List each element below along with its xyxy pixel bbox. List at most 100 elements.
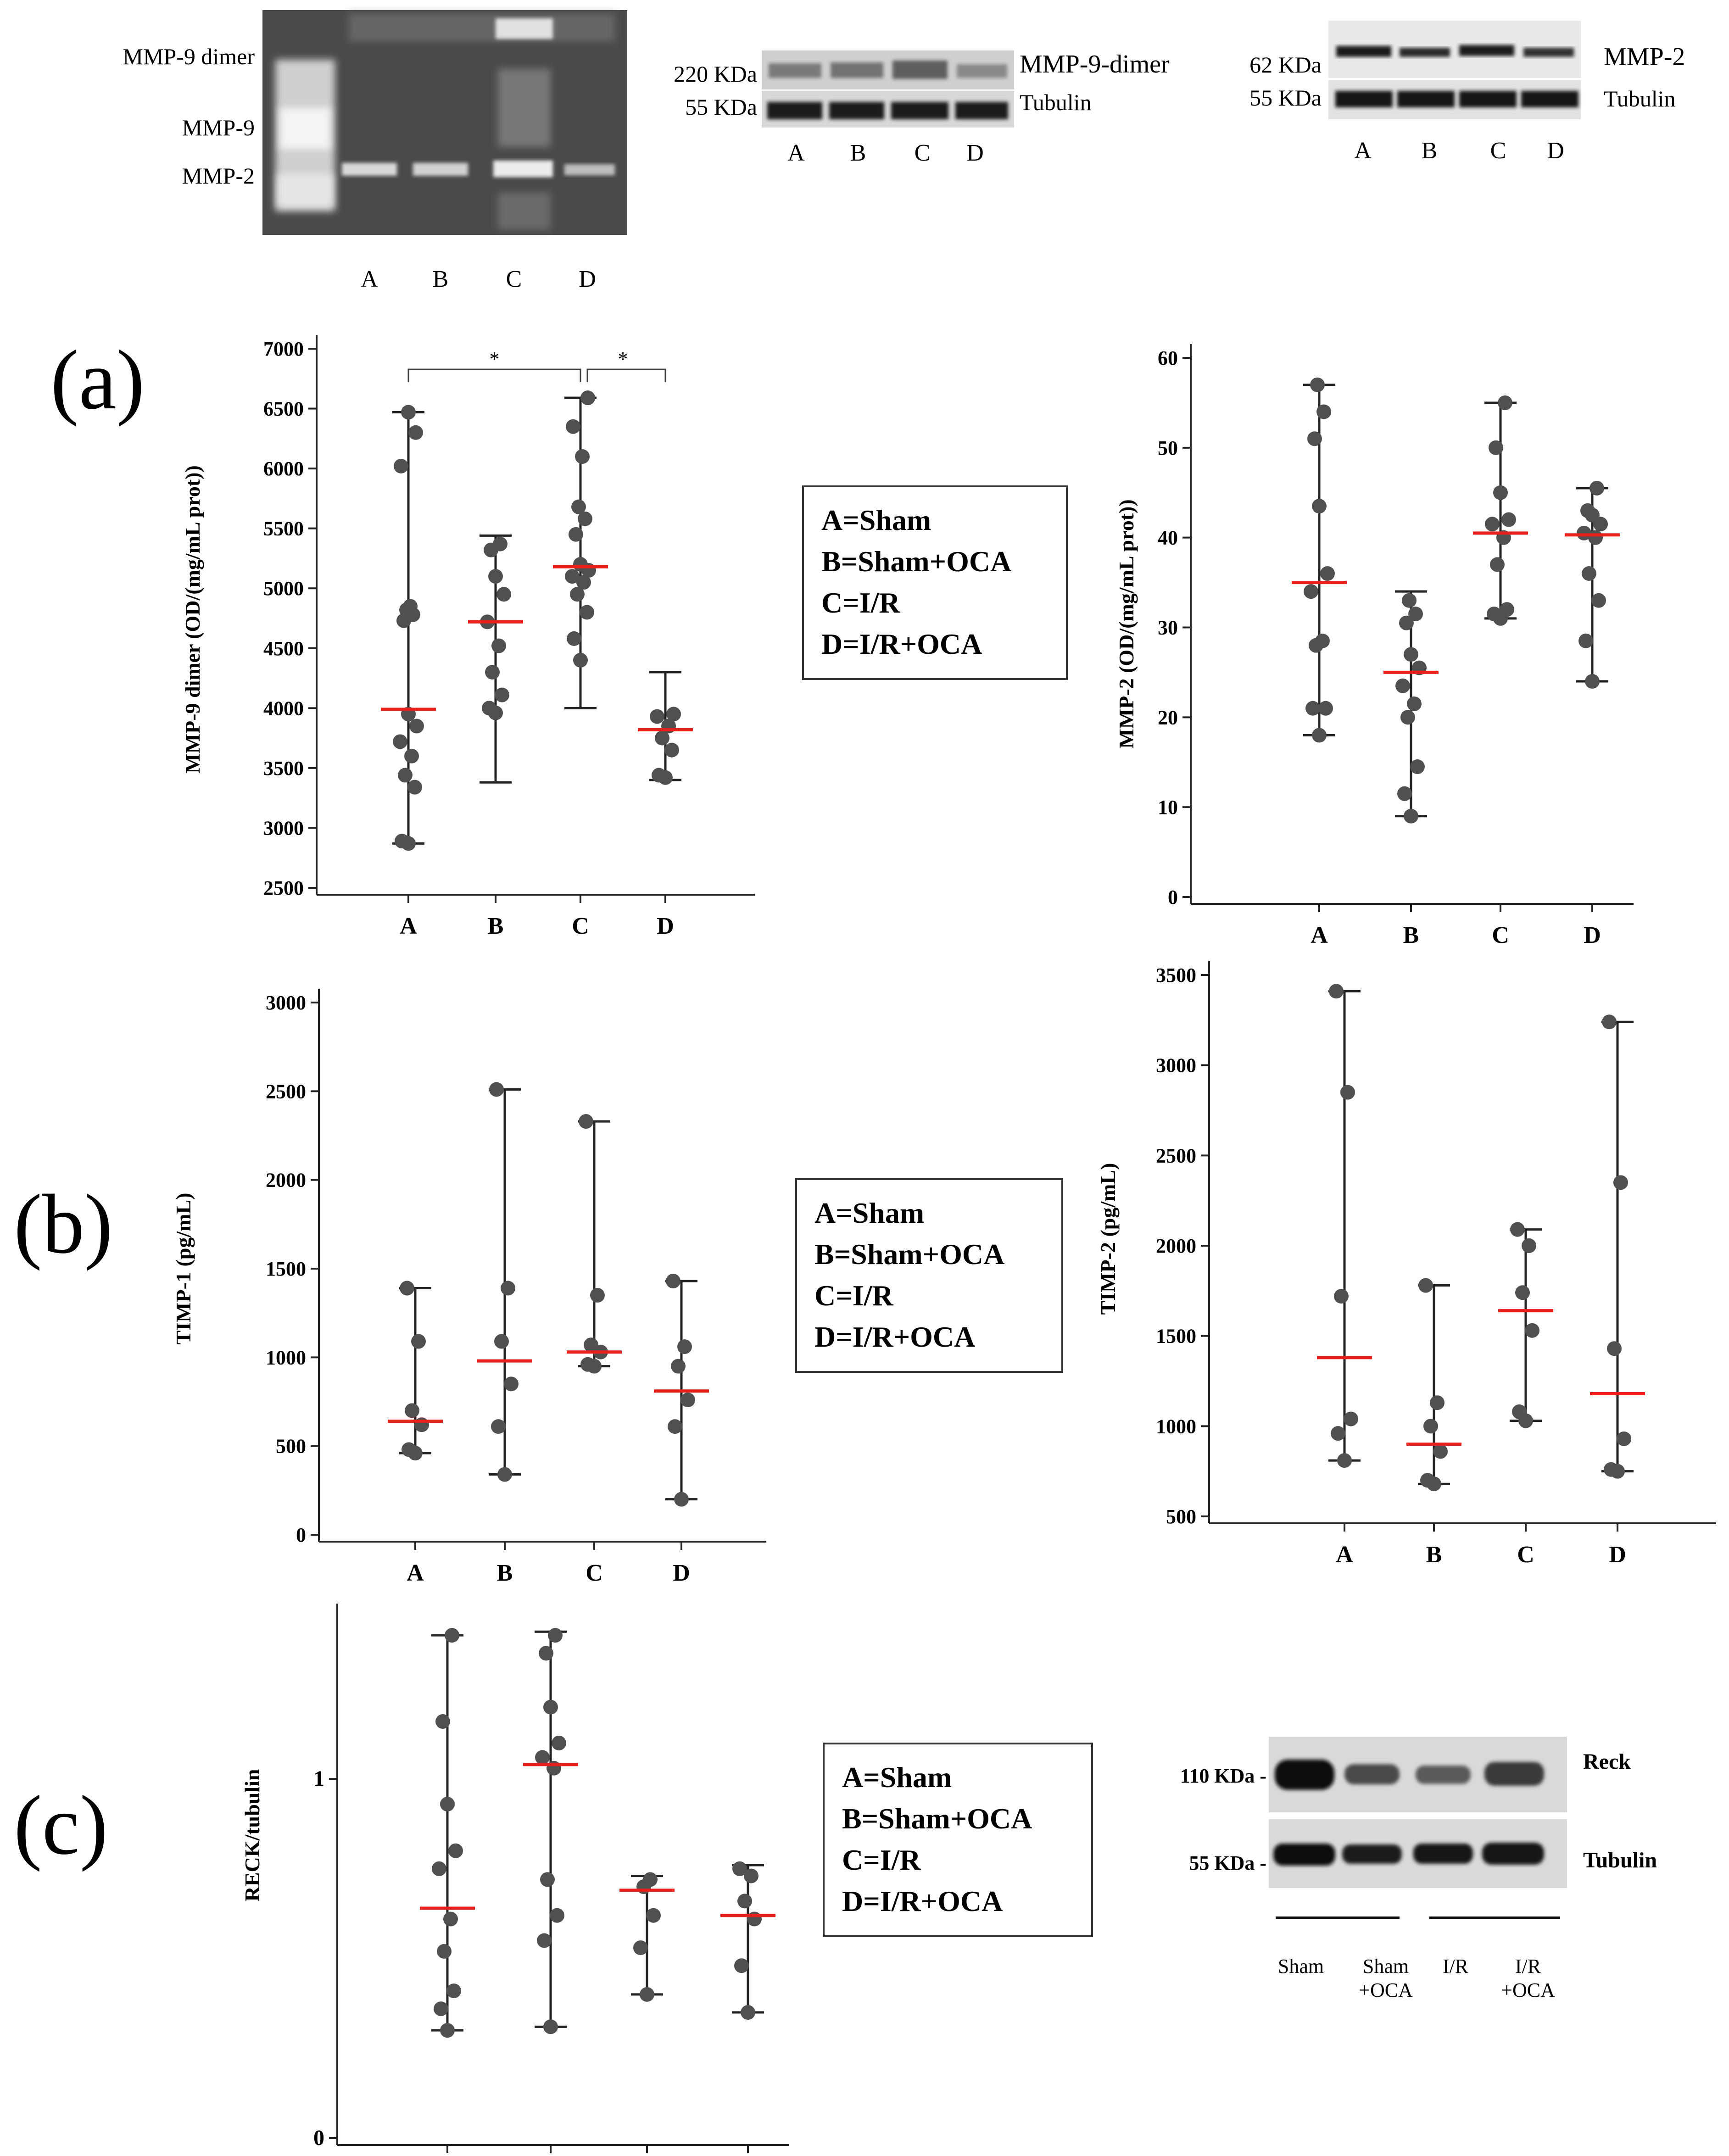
data-point bbox=[566, 419, 580, 434]
data-point bbox=[652, 768, 666, 783]
y-tick-label: 2000 bbox=[1156, 1235, 1196, 1257]
series-C bbox=[567, 1114, 622, 1374]
series-A bbox=[1292, 377, 1347, 743]
y-tick-label: 0 bbox=[296, 1524, 306, 1546]
data-point bbox=[491, 638, 506, 653]
series-D bbox=[654, 1274, 709, 1507]
reck-tubulin-sham-oca bbox=[1342, 1844, 1402, 1864]
data-point bbox=[501, 1281, 515, 1296]
mmp9-tubulin-c bbox=[891, 102, 948, 119]
y-tick-label: 6500 bbox=[263, 398, 304, 420]
mmp2-tubulin-d bbox=[1521, 91, 1578, 107]
legend-c-item-d: D=I/R+OCA bbox=[842, 1885, 1003, 1917]
legend-box-a: A=Sham B=Sham+OCA C=I/R D=I/R+OCA bbox=[802, 485, 1068, 680]
data-point bbox=[482, 701, 496, 716]
data-point bbox=[1487, 607, 1501, 622]
mmp9-lane-d: D bbox=[966, 140, 984, 166]
mmp9-marker-55: 55 KDa bbox=[685, 94, 757, 120]
series-A bbox=[1317, 984, 1372, 1468]
series-D bbox=[1590, 1014, 1645, 1479]
zymo-mmp2-band-c bbox=[493, 161, 553, 177]
zymo-lane-c-dimer bbox=[496, 18, 553, 39]
data-point bbox=[1310, 377, 1325, 392]
data-point bbox=[435, 1714, 450, 1729]
data-point bbox=[1577, 525, 1591, 540]
legend-box-c: A=Sham B=Sham+OCA C=I/R D=I/R+OCA bbox=[823, 1743, 1093, 1937]
y-tick-label: 500 bbox=[1166, 1505, 1196, 1528]
y-tick-label: 3500 bbox=[263, 757, 304, 780]
series-C bbox=[1498, 1222, 1553, 1428]
data-point bbox=[1501, 512, 1516, 527]
data-point bbox=[1418, 1278, 1433, 1293]
y-axis-title: MMP-9 dimer (OD/(mg/mL prot)) bbox=[181, 465, 204, 774]
legend-a-item-c: C=I/R bbox=[821, 586, 900, 619]
y-tick-label: 3000 bbox=[1156, 1054, 1196, 1077]
data-point bbox=[1340, 1085, 1355, 1100]
data-point bbox=[671, 1359, 686, 1374]
reck-tubulin-sham bbox=[1273, 1844, 1335, 1866]
legend-a-item-a: A=Sham bbox=[821, 504, 931, 536]
data-point bbox=[666, 1274, 680, 1289]
mmp9-marker-220: 220 KDa bbox=[674, 61, 757, 87]
data-point bbox=[744, 1868, 759, 1883]
data-point bbox=[445, 1628, 459, 1643]
reck-band-ir bbox=[1416, 1766, 1471, 1784]
data-point bbox=[1585, 674, 1600, 689]
data-point bbox=[393, 734, 407, 749]
reck-group-line-0: Sham bbox=[1363, 1955, 1409, 1978]
series-D bbox=[638, 671, 693, 785]
significance-star: * bbox=[490, 348, 500, 370]
data-point bbox=[1404, 808, 1418, 824]
data-point bbox=[494, 1334, 509, 1349]
zymo-ladder-core bbox=[280, 108, 330, 149]
reck-tubulin-label: Tubulin bbox=[1583, 1848, 1657, 1872]
x-tick-label: B bbox=[1403, 922, 1419, 948]
y-tick-label: 20 bbox=[1158, 706, 1178, 729]
data-point bbox=[1402, 593, 1417, 608]
data-point bbox=[1397, 786, 1412, 801]
data-point bbox=[540, 1872, 555, 1887]
data-point bbox=[573, 652, 588, 668]
data-point bbox=[677, 1339, 692, 1354]
mmp2-band-a bbox=[1336, 46, 1391, 57]
data-point bbox=[1485, 517, 1500, 532]
zymogram-blot: MMP-9 dimer MMP-9 MMP-2 A B C D bbox=[123, 10, 627, 292]
legend-box-b: A=Sham B=Sham+OCA C=I/R D=I/R+OCA bbox=[795, 1178, 1063, 1373]
series-C bbox=[619, 1872, 675, 2002]
reck-group-line-1: +OCA bbox=[1359, 1979, 1413, 2001]
x-tick-label: B bbox=[1426, 1542, 1442, 1568]
data-point bbox=[580, 605, 594, 620]
mmp9-lane-b: B bbox=[850, 140, 866, 166]
y-tick-label: 2000 bbox=[266, 1169, 306, 1192]
data-point bbox=[1613, 1175, 1628, 1190]
legend-a-item-b: B=Sham+OCA bbox=[821, 545, 1011, 578]
reck-western-blot: 110 KDa - 55 KDa - Reck Tubulin Sham Sha… bbox=[1180, 1737, 1657, 2001]
data-point bbox=[1525, 1323, 1539, 1338]
chart-timp2: 500 1000 1500 2000 2500 3000 3500 TIMP-2 (pg/mL… bbox=[1096, 961, 1716, 1568]
data-point bbox=[1312, 728, 1327, 743]
legend-frame-b bbox=[795, 1178, 1063, 1373]
series-B bbox=[477, 1082, 532, 1482]
data-point bbox=[543, 1699, 558, 1715]
reck-group-line-1: +OCA bbox=[1501, 1979, 1555, 2001]
reck-group-ir-oca: I/R +OCA bbox=[1501, 1955, 1555, 2001]
data-point bbox=[1500, 602, 1514, 617]
legend-frame-c bbox=[823, 1743, 1093, 1937]
data-point bbox=[402, 1442, 416, 1457]
y-tick-label: 40 bbox=[1158, 527, 1178, 549]
series-B bbox=[468, 534, 523, 784]
mmp9-western-blot: 220 KDa 55 KDa MMP-9-dimer Tubulin A B C… bbox=[674, 50, 1170, 166]
x-tick-label: A bbox=[1336, 1542, 1353, 1568]
zymo-ladder-low bbox=[278, 174, 333, 206]
data-point bbox=[485, 665, 500, 680]
y-tick-label: 2500 bbox=[263, 877, 304, 899]
data-point bbox=[1512, 1404, 1527, 1419]
data-point bbox=[491, 1419, 506, 1434]
zymo-lane-d: D bbox=[579, 266, 596, 292]
data-point bbox=[407, 780, 422, 795]
data-point bbox=[643, 1872, 658, 1887]
y-tick-label: 3500 bbox=[1156, 964, 1196, 986]
data-point bbox=[550, 1908, 564, 1923]
y-tick-label: 3000 bbox=[263, 817, 304, 839]
data-point bbox=[1580, 503, 1595, 518]
